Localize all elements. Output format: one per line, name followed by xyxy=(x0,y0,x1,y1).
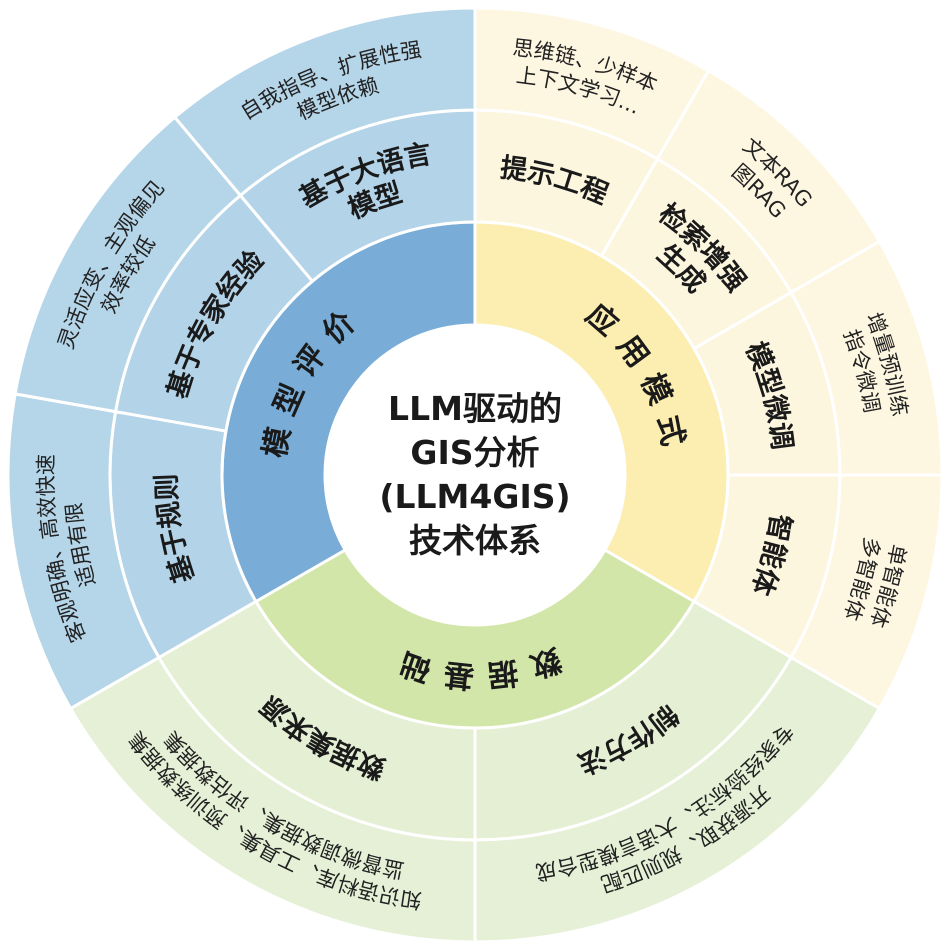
center-circle xyxy=(325,325,625,625)
center-title: LLM驱动的 GIS分析 (LLM4GIS) 技术体系 xyxy=(379,389,570,560)
center-title-line: LLM驱动的 xyxy=(388,389,562,428)
sector-layer xyxy=(6,6,944,944)
center-title-line: GIS分析 xyxy=(410,433,539,472)
center-title-line: 技术体系 xyxy=(409,521,541,560)
detail-sector xyxy=(172,6,477,198)
center-title-line: (LLM4GIS) xyxy=(379,477,570,516)
